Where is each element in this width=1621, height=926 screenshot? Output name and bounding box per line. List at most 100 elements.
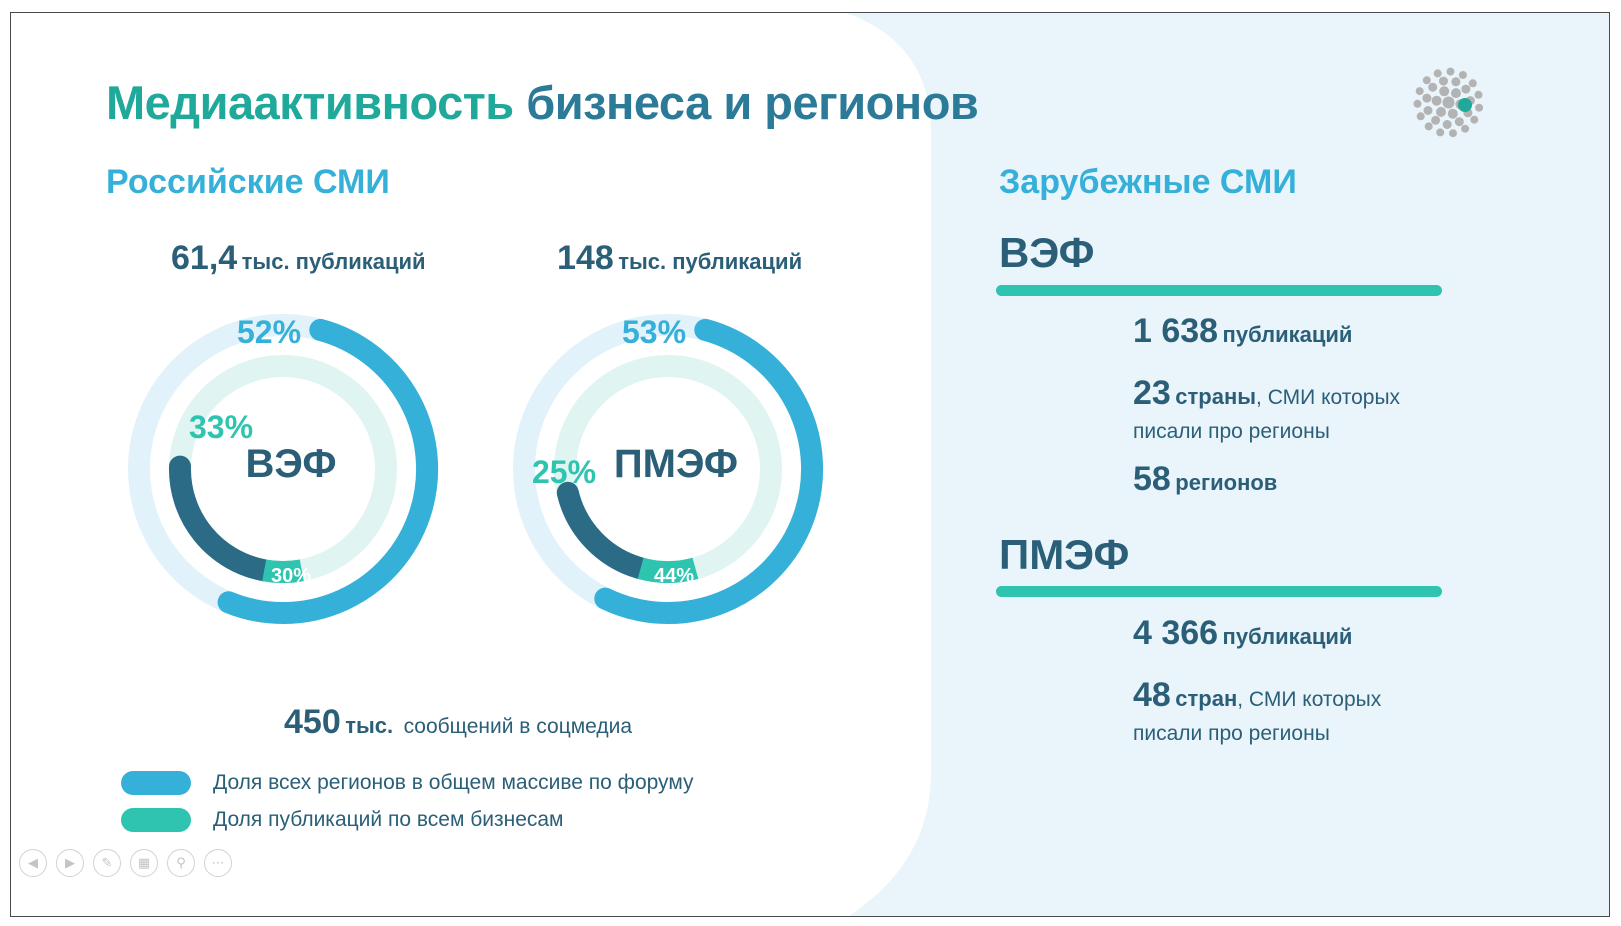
pmef-inner-arc	[637, 557, 699, 583]
logo-dot	[1436, 106, 1446, 117]
logo-icon	[1413, 67, 1484, 138]
slide-frame: Медиаактивность бизнеса и регионов Росси…	[10, 12, 1610, 917]
logo-dot	[1446, 67, 1455, 76]
pen-icon[interactable]: ✎	[93, 849, 121, 877]
logo-dot	[1439, 86, 1450, 97]
veff-inner-pct: 30%	[271, 565, 311, 587]
prev-icon[interactable]: ◀	[19, 849, 47, 877]
zoom-icon[interactable]: ⚲	[167, 849, 195, 877]
foreign-veff-countries-num: 23	[1133, 374, 1171, 412]
foreign-pmef-pubs-text: публикаций	[1222, 624, 1353, 649]
foreign-veff-countries-line2: писали про регионы	[1133, 420, 1330, 443]
foreign-pmef-countries: 48 стран, СМИ которых писали про регионы	[1133, 676, 1382, 752]
foreign-veff-regions-text: регионов	[1175, 470, 1278, 495]
logo-dot	[1436, 128, 1445, 137]
foreign-pmef-pubs: 4 366 публикаций	[1133, 614, 1353, 656]
pmef-regions-pct: 53%	[622, 314, 686, 350]
social-unit: тыс.	[345, 713, 394, 738]
foreign-pmef-countries-num: 48	[1133, 676, 1171, 714]
logo-dot	[1416, 112, 1425, 121]
veff-business-arc	[168, 455, 276, 582]
foreign-veff-regions: 58 регионов	[1133, 460, 1278, 502]
page-title: Медиаактивность бизнеса и регионов	[106, 75, 979, 130]
legend-swatch-teal	[121, 808, 191, 832]
logo-dot	[1451, 88, 1461, 99]
logo-dot	[1442, 96, 1455, 109]
foreign-pmef-pubs-num: 4 366	[1133, 614, 1219, 652]
logo-dot	[1442, 120, 1452, 129]
foreign-pmef-label: ПМЭФ	[999, 531, 1130, 578]
logo-dot	[1428, 82, 1438, 92]
logo-dot	[1431, 115, 1441, 125]
russian-media-heading: Российские СМИ	[106, 163, 390, 201]
foreign-veff-countries-bold: страны	[1175, 384, 1257, 409]
logo-dot	[1461, 84, 1471, 94]
logo-dot	[1413, 99, 1422, 108]
pmef-donut-chart: 53% 25% 44% ПМЭФ	[513, 314, 824, 624]
logo-dot	[1431, 95, 1442, 106]
foreign-pmef-countries-bold: стран	[1175, 686, 1238, 711]
social-num: 450	[284, 703, 341, 741]
title-part2: бизнеса и регионов	[526, 76, 979, 129]
pmef-inner-pct: 44%	[654, 565, 694, 587]
veff-inner-arc	[262, 559, 304, 583]
veff-count-num: 61,4	[171, 239, 238, 277]
pmef-business-arc	[556, 481, 652, 580]
legend-item-regions: Доля всех регионов в общем массиве по фо…	[121, 771, 694, 795]
veff-donut-chart: 52% 33% 30% ВЭФ	[128, 314, 439, 624]
more-icon[interactable]: ⋯	[204, 849, 232, 877]
logo-dot	[1474, 90, 1483, 99]
foreign-pmef-countries-text: , СМИ которых	[1237, 688, 1382, 711]
logo-dot	[1470, 115, 1479, 124]
legend-label-business: Доля публикаций по всем бизнесам	[213, 808, 564, 831]
veff-count-unit: тыс. публикаций	[241, 249, 426, 274]
legend-item-business: Доля публикаций по всем бизнесам	[121, 808, 564, 832]
logo-dot	[1422, 76, 1431, 85]
logo-dot	[1461, 124, 1470, 133]
legend-swatch-blue	[121, 771, 191, 795]
veff-regions-arc	[217, 318, 439, 624]
logo-dot	[1422, 93, 1432, 103]
logo-dot	[1415, 87, 1424, 96]
logo-dot	[1468, 79, 1477, 88]
slides-icon[interactable]: ▦	[130, 849, 158, 877]
foreign-veff-regions-num: 58	[1133, 460, 1171, 498]
pmef-business-pct: 25%	[532, 454, 596, 490]
logo-dot	[1454, 117, 1464, 127]
veff-pub-count: 61,4 тыс. публикаций	[171, 239, 426, 278]
logo-dot	[1475, 103, 1484, 112]
next-icon[interactable]: ▶	[56, 849, 84, 877]
veff-center-label: ВЭФ	[246, 442, 337, 486]
logo-dot	[1433, 69, 1442, 78]
pmef-regions-arc	[594, 318, 824, 624]
title-part1: Медиаактивность	[106, 76, 514, 129]
logo-dot	[1458, 71, 1467, 79]
presentation-toolbar: ◀ ▶ ✎ ▦ ⚲ ⋯	[19, 849, 232, 877]
foreign-pmef-countries-line2: писали про регионы	[1133, 722, 1330, 745]
pmef-center-label: ПМЭФ	[614, 442, 738, 486]
foreign-media-heading: Зарубежные СМИ	[999, 163, 1297, 201]
foreign-veff-pubs-num: 1 638	[1133, 312, 1219, 350]
pmef-count-num: 148	[557, 239, 614, 277]
foreign-veff-countries-text: , СМИ которых	[1256, 386, 1401, 409]
veff-regions-pct: 52%	[237, 314, 301, 350]
social-media-stat: 450 тыс. сообщений в соцмедиа	[284, 703, 632, 742]
veff-business-pct: 33%	[189, 409, 253, 445]
logo-dot	[1424, 122, 1433, 131]
logo-dot	[1451, 77, 1461, 87]
logo-dot	[1423, 106, 1433, 115]
logo-dot	[1439, 76, 1448, 86]
logo-dot	[1449, 129, 1457, 138]
right-panel-background	[846, 13, 1609, 916]
foreign-veff-pubs-text: публикаций	[1222, 322, 1353, 347]
pmef-pub-count: 148 тыс. публикаций	[557, 239, 802, 278]
pmef-count-unit: тыс. публикаций	[618, 249, 803, 274]
legend-label-regions: Доля всех регионов в общем массиве по фо…	[213, 771, 694, 794]
foreign-pmef-bar	[996, 586, 1442, 597]
foreign-veff-countries: 23 страны, СМИ которых писали про регион…	[1133, 374, 1401, 450]
foreign-veff-pubs: 1 638 публикаций	[1133, 312, 1353, 354]
foreign-veff-label: ВЭФ	[999, 229, 1095, 276]
social-text: сообщений в соцмедиа	[403, 715, 633, 738]
foreign-veff-bar	[996, 285, 1442, 296]
logo-dot	[1447, 108, 1458, 119]
